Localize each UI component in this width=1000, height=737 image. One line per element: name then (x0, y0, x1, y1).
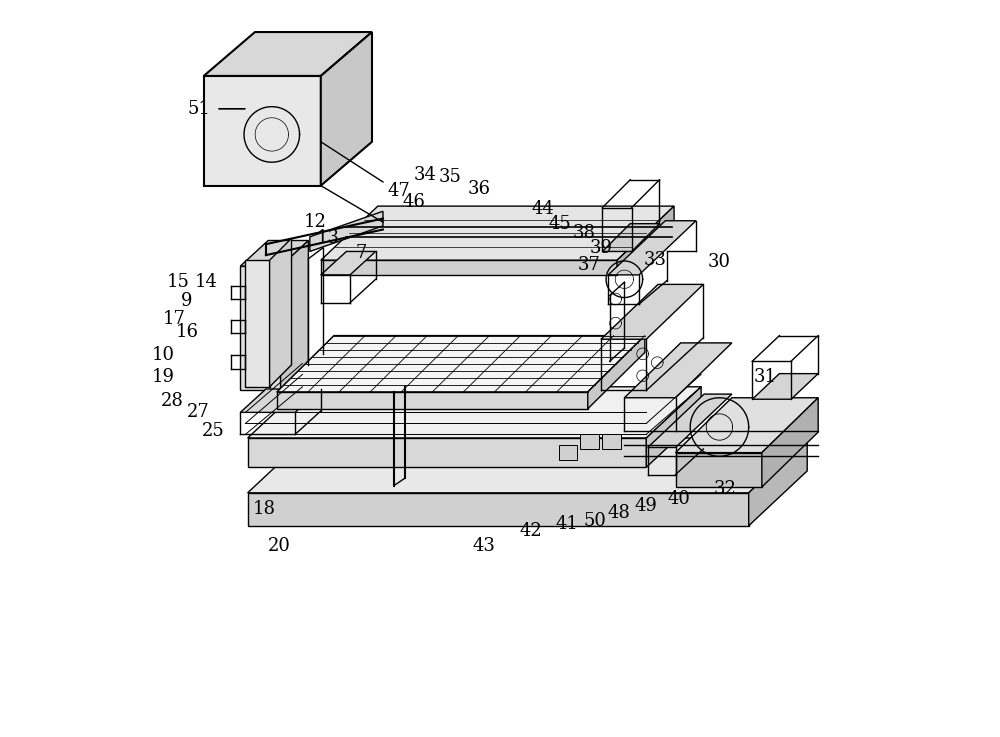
Polygon shape (617, 206, 674, 275)
Polygon shape (281, 240, 308, 391)
Polygon shape (321, 206, 674, 260)
Text: 20: 20 (268, 537, 291, 554)
Polygon shape (248, 438, 646, 467)
Text: 35: 35 (439, 168, 462, 186)
Text: 27: 27 (187, 403, 210, 422)
Text: 30: 30 (708, 254, 731, 271)
Text: 38: 38 (573, 224, 596, 242)
Polygon shape (749, 438, 807, 525)
Text: 31: 31 (753, 368, 776, 386)
Text: 7: 7 (355, 244, 367, 262)
Text: 17: 17 (163, 310, 186, 328)
Polygon shape (648, 394, 732, 447)
Text: 40: 40 (668, 489, 691, 508)
Polygon shape (310, 212, 383, 251)
Polygon shape (321, 251, 376, 275)
Polygon shape (580, 434, 599, 449)
Text: 50: 50 (584, 511, 607, 530)
Text: 39: 39 (589, 239, 612, 256)
Polygon shape (588, 335, 645, 409)
Text: 19: 19 (152, 368, 175, 386)
Text: 32: 32 (714, 481, 737, 498)
Polygon shape (321, 32, 372, 186)
Text: 37: 37 (578, 256, 601, 273)
Text: 15: 15 (167, 273, 190, 291)
Polygon shape (248, 438, 807, 493)
Polygon shape (245, 260, 270, 387)
Text: 34: 34 (414, 166, 437, 184)
Text: 43: 43 (472, 537, 495, 554)
Text: 49: 49 (635, 497, 658, 515)
Polygon shape (559, 445, 577, 460)
Text: 12: 12 (304, 213, 327, 231)
Polygon shape (240, 240, 308, 266)
Text: 51: 51 (187, 99, 210, 118)
Polygon shape (608, 221, 696, 275)
Polygon shape (248, 387, 701, 438)
Polygon shape (248, 493, 749, 525)
Polygon shape (676, 453, 762, 487)
Text: 45: 45 (549, 214, 571, 233)
Text: 42: 42 (519, 522, 542, 540)
Polygon shape (624, 343, 732, 398)
Polygon shape (240, 389, 321, 413)
Polygon shape (204, 76, 321, 186)
Text: 33: 33 (644, 251, 667, 269)
Polygon shape (277, 335, 645, 392)
Text: 25: 25 (202, 422, 225, 440)
Text: 28: 28 (161, 392, 184, 411)
Text: 18: 18 (253, 500, 276, 518)
Text: 48: 48 (607, 504, 630, 523)
Polygon shape (277, 392, 588, 409)
Text: 9: 9 (181, 292, 193, 310)
Text: 10: 10 (152, 346, 175, 364)
Polygon shape (204, 32, 372, 76)
Polygon shape (270, 238, 292, 387)
Polygon shape (321, 260, 617, 275)
Polygon shape (601, 284, 703, 339)
Polygon shape (676, 398, 818, 453)
Text: 13: 13 (317, 229, 340, 248)
Text: 36: 36 (468, 181, 491, 198)
Text: 47: 47 (388, 183, 410, 200)
Polygon shape (602, 434, 621, 449)
Polygon shape (752, 374, 818, 399)
Text: 14: 14 (195, 273, 217, 291)
Polygon shape (762, 398, 818, 487)
Text: 46: 46 (402, 193, 425, 211)
Polygon shape (602, 223, 659, 251)
Polygon shape (646, 387, 701, 467)
Text: 16: 16 (175, 323, 198, 341)
Text: 41: 41 (556, 514, 579, 533)
Polygon shape (240, 266, 281, 391)
Text: 44: 44 (531, 200, 554, 218)
